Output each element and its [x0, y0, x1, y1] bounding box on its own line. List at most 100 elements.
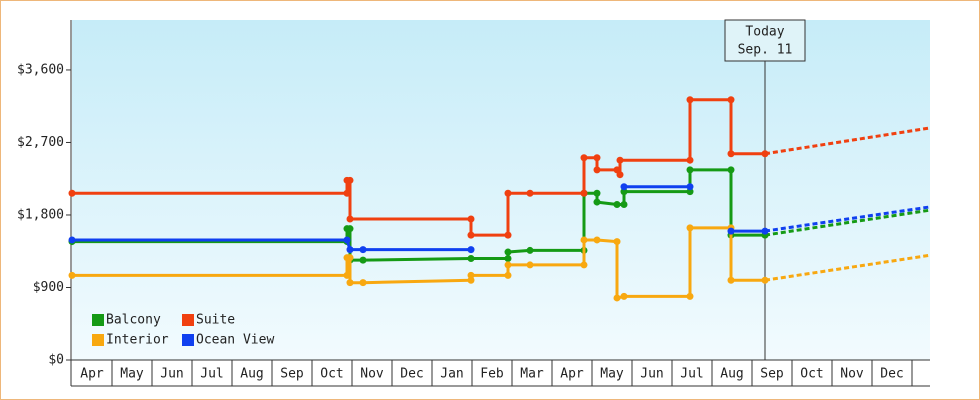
point — [526, 189, 534, 197]
point — [346, 225, 354, 233]
x-tick-label: Jun — [640, 367, 663, 382]
x-tick-label: Jan — [440, 367, 463, 382]
forecast-line — [764, 205, 931, 233]
series-line — [72, 226, 765, 300]
point — [343, 236, 351, 244]
point — [686, 156, 694, 164]
point — [593, 236, 601, 244]
point — [526, 246, 534, 254]
point — [343, 271, 351, 279]
point — [593, 154, 601, 162]
point — [620, 188, 628, 196]
legend-swatch — [92, 334, 104, 346]
legend-label: Balcony — [106, 313, 161, 328]
point — [686, 292, 694, 300]
point — [346, 176, 354, 184]
today-label: Today — [745, 25, 784, 40]
point — [467, 276, 475, 284]
x-tick-label: Mar — [520, 367, 544, 382]
x-tick-label: Jul — [200, 367, 223, 382]
point — [761, 276, 769, 284]
point — [727, 96, 735, 104]
point — [613, 201, 621, 209]
point — [467, 271, 475, 279]
point — [359, 279, 367, 287]
point — [504, 231, 512, 239]
series-line — [72, 168, 765, 262]
point — [686, 188, 694, 196]
today-box — [724, 19, 806, 62]
x-tick-label: Feb — [480, 367, 504, 382]
x-tick-label: Sep — [760, 367, 784, 382]
legend-label: Interior — [106, 333, 169, 348]
legend-swatch — [182, 314, 194, 326]
x-tick-label: Dec — [400, 367, 423, 382]
forecast-line — [764, 126, 931, 156]
point — [616, 171, 624, 179]
point — [504, 271, 512, 279]
legend-swatch — [182, 334, 194, 346]
point — [593, 198, 601, 206]
x-tick-label: Nov — [360, 367, 384, 382]
point — [346, 246, 354, 254]
point — [580, 261, 588, 269]
point — [68, 189, 76, 197]
plot-background — [72, 20, 930, 360]
x-tick-label: May — [120, 367, 144, 382]
point — [504, 261, 512, 269]
point — [346, 215, 354, 223]
y-tick-label: $1,800 — [17, 207, 64, 222]
forecast-line — [764, 208, 931, 237]
today-label: Sep. 11 — [738, 43, 793, 58]
point — [593, 189, 601, 197]
x-tick-label: Oct — [800, 367, 823, 382]
point — [620, 292, 628, 300]
point — [686, 224, 694, 232]
point — [68, 236, 76, 244]
legend-swatch — [92, 314, 104, 326]
x-tick-label: Aug — [720, 367, 743, 382]
point — [504, 254, 512, 262]
point — [504, 248, 512, 256]
forecast-line — [764, 253, 931, 282]
point — [761, 150, 769, 158]
point — [343, 189, 351, 197]
point — [620, 201, 628, 209]
x-tick-label: Apr — [80, 367, 104, 382]
point — [613, 294, 621, 302]
point — [359, 256, 367, 264]
x-tick-label: Jun — [160, 367, 183, 382]
point — [467, 215, 475, 223]
point — [68, 271, 76, 279]
series-line — [72, 98, 765, 237]
point — [467, 246, 475, 254]
point — [727, 150, 735, 158]
legend-label: Ocean View — [196, 333, 274, 348]
x-tick-label: Apr — [560, 367, 584, 382]
x-tick-label: Nov — [840, 367, 864, 382]
point — [346, 279, 354, 287]
point — [613, 238, 621, 246]
point — [467, 254, 475, 262]
point — [727, 276, 735, 284]
point — [593, 166, 601, 174]
point — [504, 189, 512, 197]
point — [686, 166, 694, 174]
point — [359, 246, 367, 254]
x-tick-label: Dec — [880, 367, 903, 382]
point — [616, 156, 624, 164]
y-tick-label: $3,600 — [17, 62, 64, 77]
point — [686, 183, 694, 191]
legend-label: Suite — [196, 313, 235, 328]
point — [580, 154, 588, 162]
point — [686, 96, 694, 104]
x-tick-label: Jul — [680, 367, 703, 382]
point — [620, 183, 628, 191]
x-tick-label: May — [600, 367, 624, 382]
x-tick-label: Sep — [280, 367, 304, 382]
y-tick-label: $2,700 — [17, 135, 64, 150]
point — [761, 227, 769, 235]
point — [346, 254, 354, 262]
x-tick-label: Aug — [240, 367, 263, 382]
